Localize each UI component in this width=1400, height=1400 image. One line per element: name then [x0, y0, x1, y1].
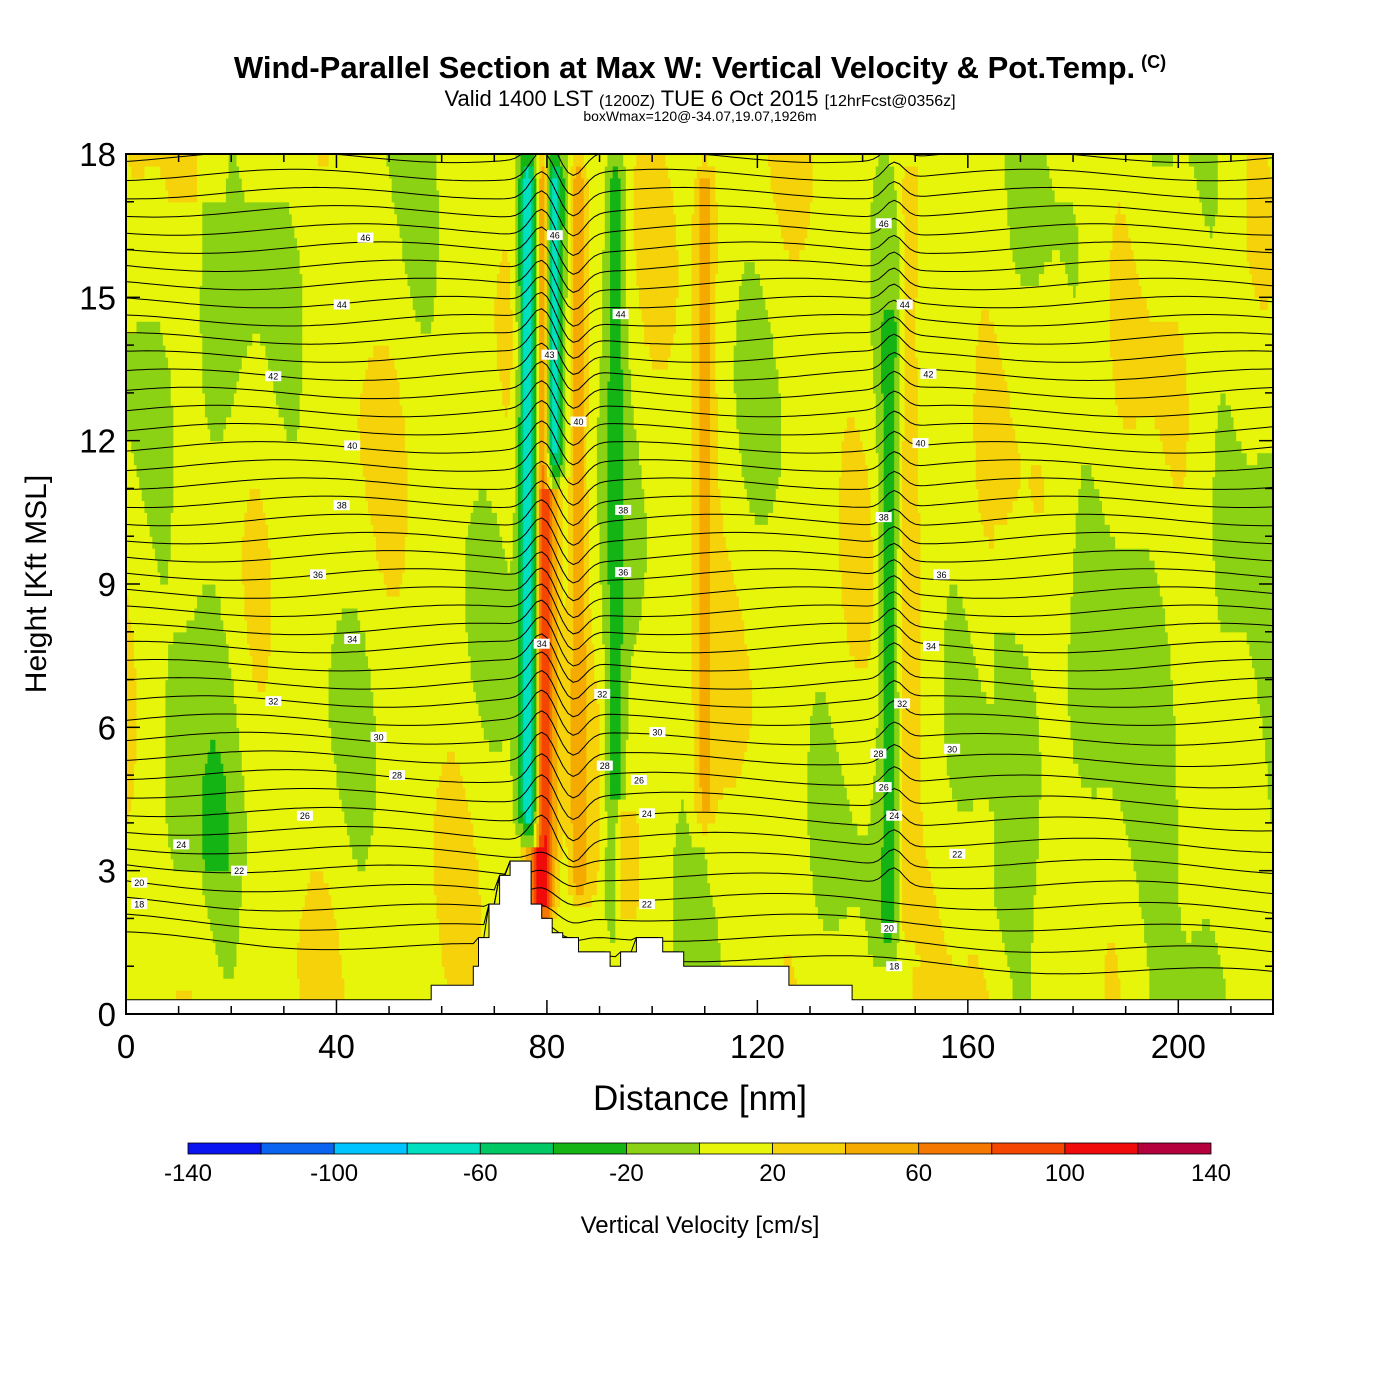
- velocity-field: [126, 154, 1274, 1015]
- cross-section-chart: 182024222628303234363840424446 4643404434…: [0, 0, 1400, 1400]
